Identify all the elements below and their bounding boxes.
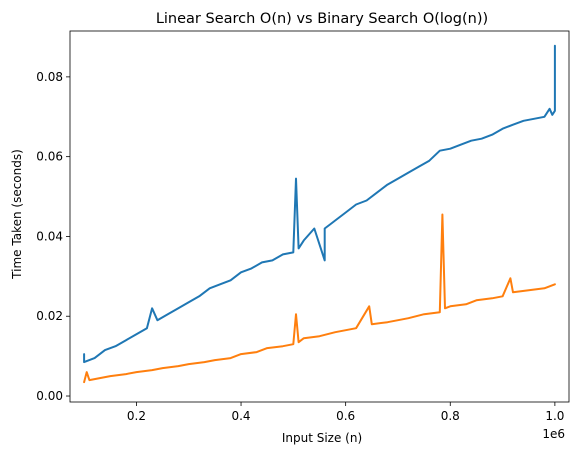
x-tick-label: 0.4	[231, 409, 250, 423]
chart-title: Linear Search O(n) vs Binary Search O(lo…	[156, 11, 488, 27]
x-tick-label: 1.0	[545, 409, 564, 423]
y-tick-label: 0.04	[36, 229, 63, 243]
x-axis-label: Input Size (n)	[282, 431, 362, 445]
x-tick-label: 0.6	[336, 409, 355, 423]
y-tick-label: 0.08	[36, 70, 63, 84]
y-axis-label: Time Taken (seconds)	[10, 149, 24, 280]
x-tick-label: 0.8	[441, 409, 460, 423]
y-axis-ticks: 0.00 0.02 0.04 0.06 0.08	[36, 70, 70, 403]
y-tick-label: 0.00	[36, 389, 63, 403]
y-tick-label: 0.06	[36, 150, 63, 164]
y-tick-label: 0.02	[36, 309, 63, 323]
x-tick-label: 0.2	[127, 409, 146, 423]
series-line-2	[83, 213, 556, 384]
x-axis-offset-text: 1e6	[542, 427, 565, 441]
plot-frame	[69, 30, 570, 403]
series-layer	[83, 44, 556, 384]
x-axis-ticks: 0.2 0.4 0.6 0.8 1.0	[127, 402, 564, 423]
series-line-1	[83, 44, 556, 364]
